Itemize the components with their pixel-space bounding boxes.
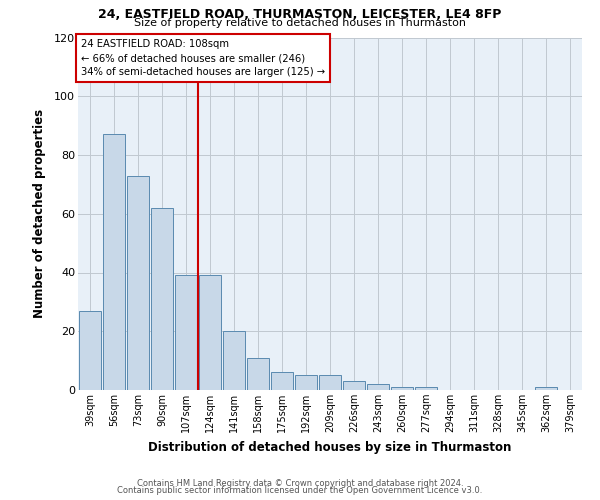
Bar [343,381,365,390]
Bar [79,310,101,390]
Text: Contains HM Land Registry data © Crown copyright and database right 2024.: Contains HM Land Registry data © Crown c… [137,478,463,488]
Bar [367,384,389,390]
Bar [247,358,269,390]
Bar [535,387,557,390]
X-axis label: Distribution of detached houses by size in Thurmaston: Distribution of detached houses by size … [148,440,512,454]
Bar [295,376,317,390]
Y-axis label: Number of detached properties: Number of detached properties [33,109,46,318]
Bar [175,276,197,390]
Bar [271,372,293,390]
Bar [223,331,245,390]
Text: Size of property relative to detached houses in Thurmaston: Size of property relative to detached ho… [134,18,466,28]
Bar [127,176,149,390]
Text: 24 EASTFIELD ROAD: 108sqm
← 66% of detached houses are smaller (246)
34% of semi: 24 EASTFIELD ROAD: 108sqm ← 66% of detac… [80,40,325,78]
Bar [391,387,413,390]
Text: 24, EASTFIELD ROAD, THURMASTON, LEICESTER, LE4 8FP: 24, EASTFIELD ROAD, THURMASTON, LEICESTE… [98,8,502,20]
Bar [319,376,341,390]
Bar [199,276,221,390]
Bar [103,134,125,390]
Text: Contains public sector information licensed under the Open Government Licence v3: Contains public sector information licen… [118,486,482,495]
Bar [415,387,437,390]
Bar [151,208,173,390]
